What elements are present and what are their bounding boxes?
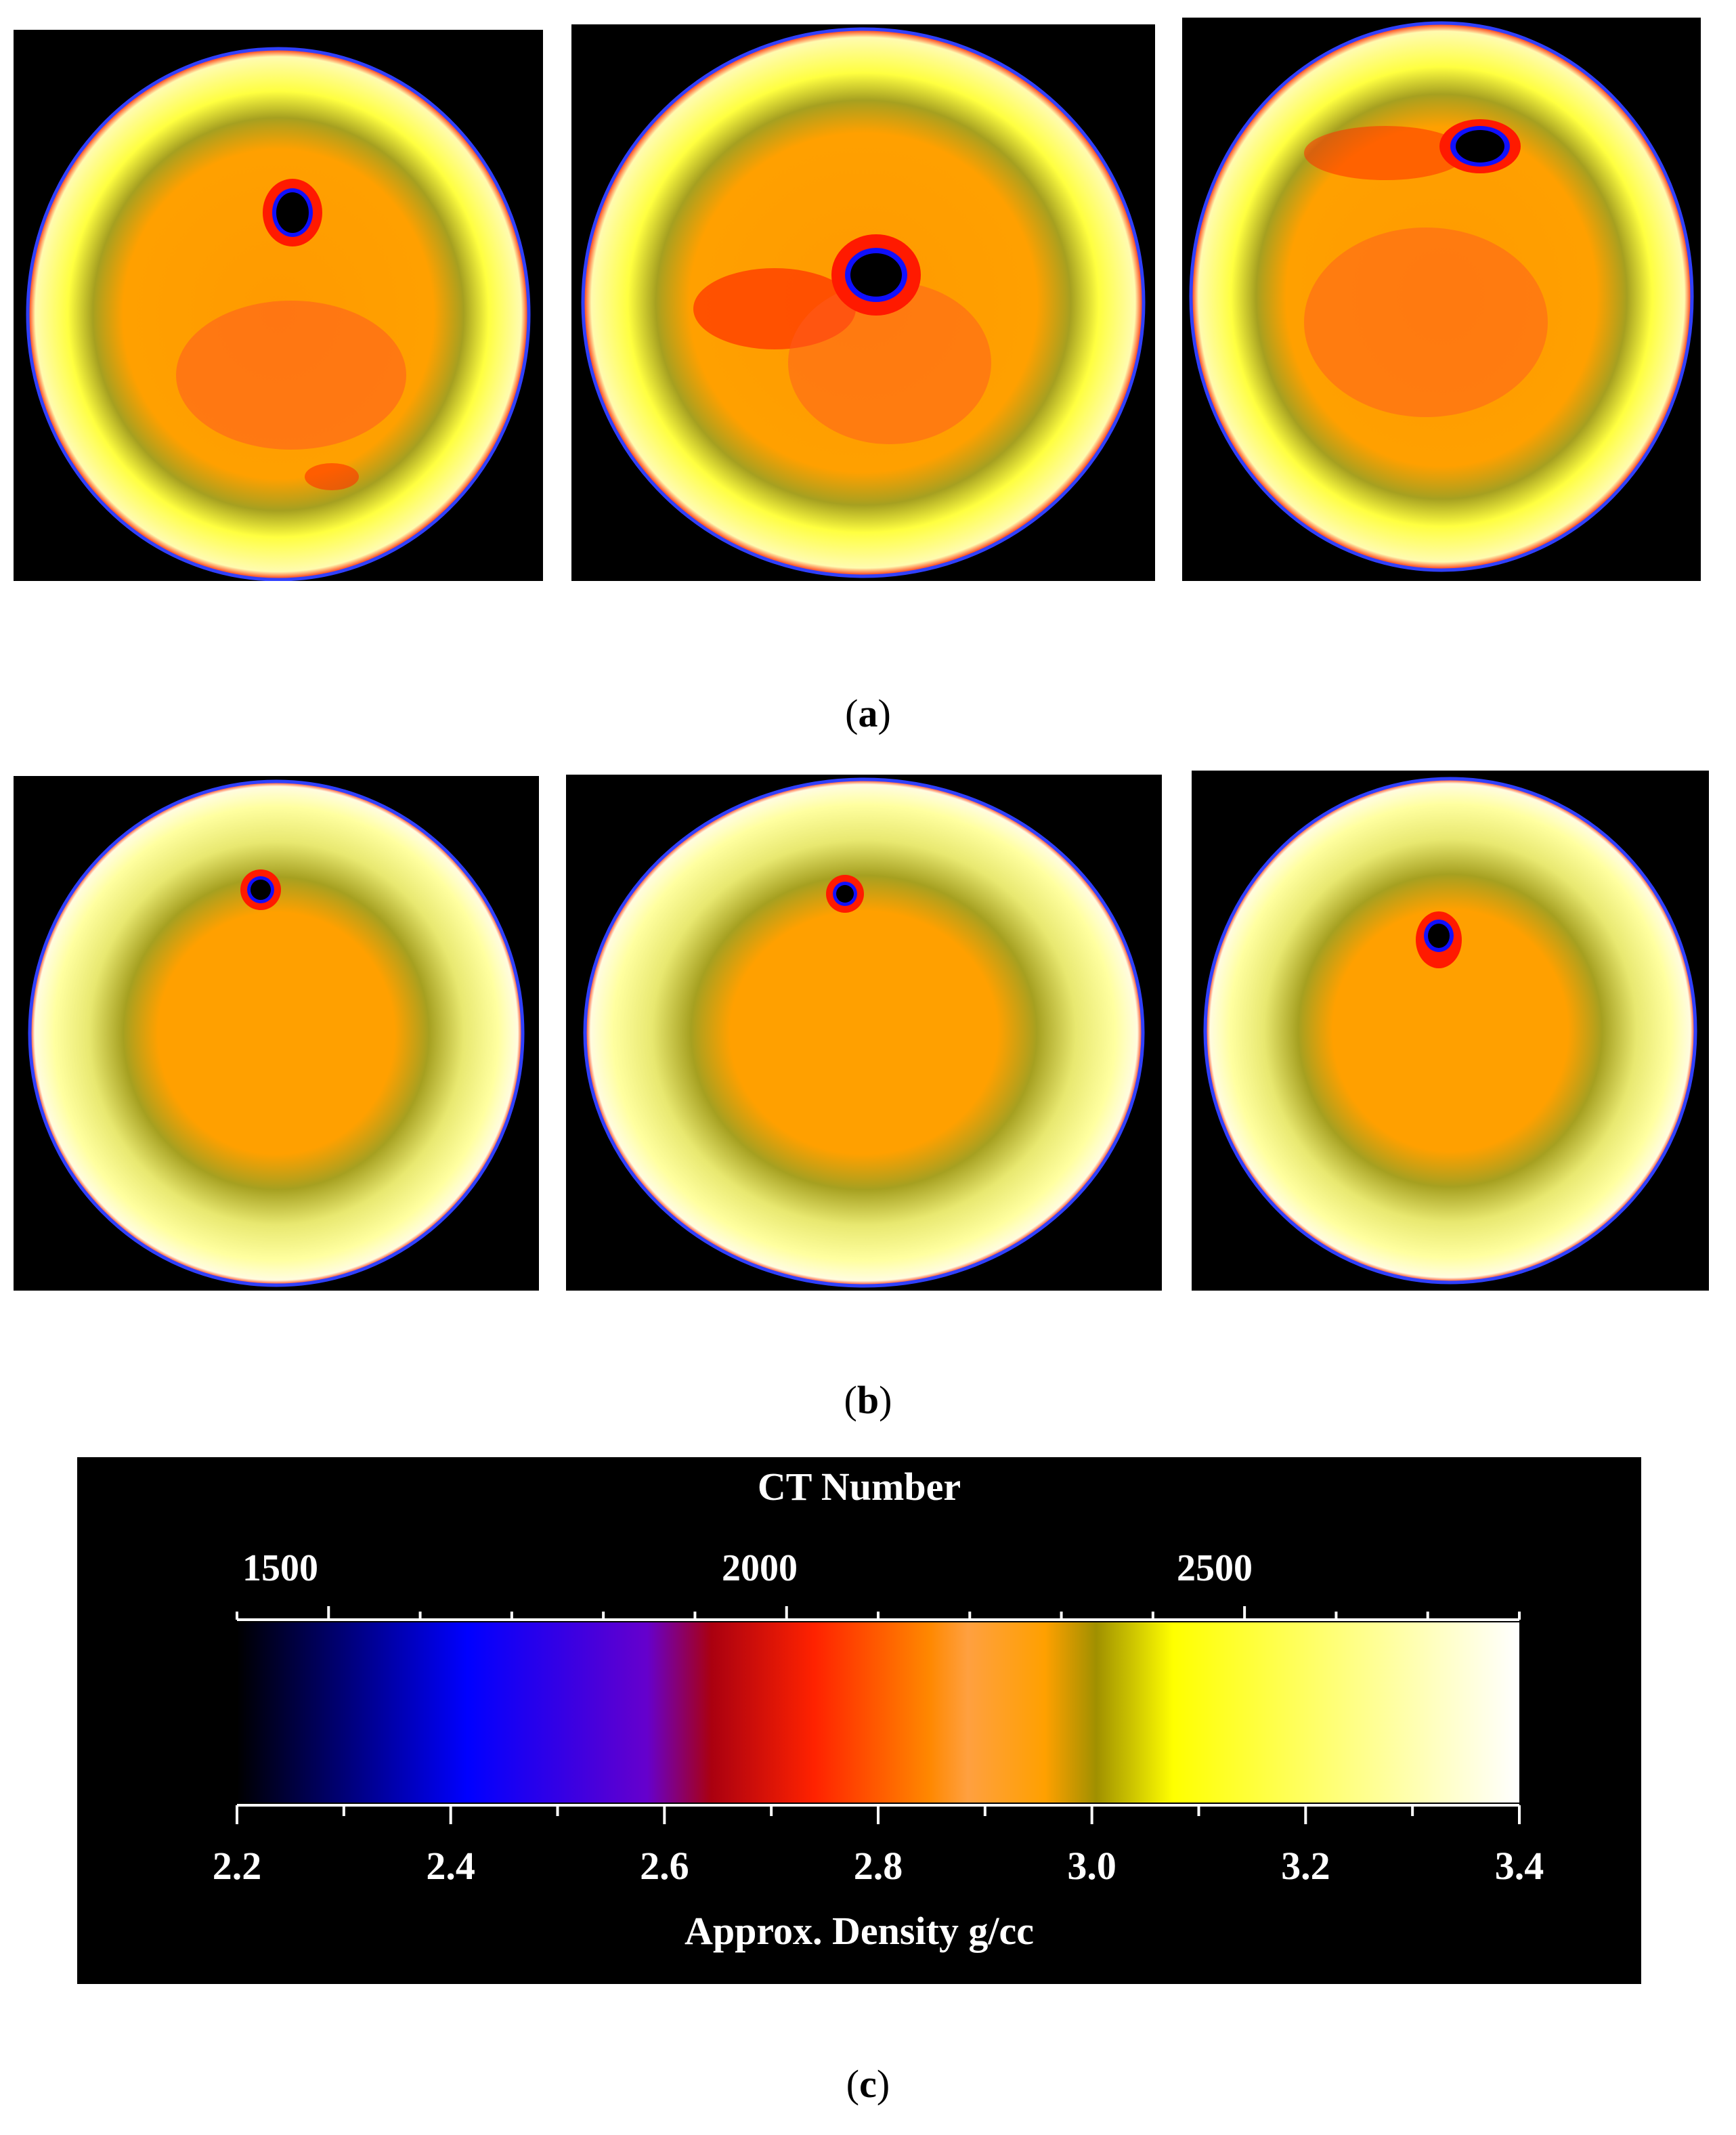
ct-tick-1500: 1500 [242,1547,318,1589]
ct-slice-a-2-image [581,27,1146,578]
ct-slice-b-2-image [583,777,1145,1288]
ct-slice-b-3 [1192,771,1709,1291]
colorbar-density-label: Approx. Density g/cc [684,1909,1035,1953]
density-tick-label: 2.6 [640,1844,689,1888]
ct-slice-a-1 [14,30,543,581]
density-tick-label: 3.4 [1494,1844,1544,1888]
ct-slice-a-2 [571,24,1155,581]
caption-c: (c) [846,2062,890,2106]
ct-slice-b-3-image [1203,777,1697,1285]
ct-tick-2500: 2500 [1177,1547,1253,1589]
ct-colorbar-legend: CT Number 1500 2000 2500 2.2 2.4 2.6 2 [77,1457,1641,1984]
density-tick-label: 3.2 [1281,1844,1330,1888]
ct-slice-b-1 [14,776,539,1291]
caption-b: (b) [844,1378,892,1422]
colorbar-gradient [237,1622,1519,1803]
ct-tick-2000: 2000 [722,1547,798,1589]
density-tick-label: 2.8 [853,1844,903,1888]
ct-slice-a-1-image [26,47,531,581]
ct-slice-a-3-image [1189,21,1694,572]
colorbar-title: CT Number [757,1465,961,1509]
density-tick-label: 2.4 [426,1844,475,1888]
density-tick-label: 2.2 [212,1844,262,1888]
density-tick-label: 3.0 [1067,1844,1116,1888]
ct-slice-a-3 [1182,18,1701,581]
colorbar-axes [236,1606,1521,1824]
ct-slice-b-1-image [28,779,525,1287]
ct-slice-b-2 [566,775,1162,1291]
caption-a: (a) [845,691,891,735]
